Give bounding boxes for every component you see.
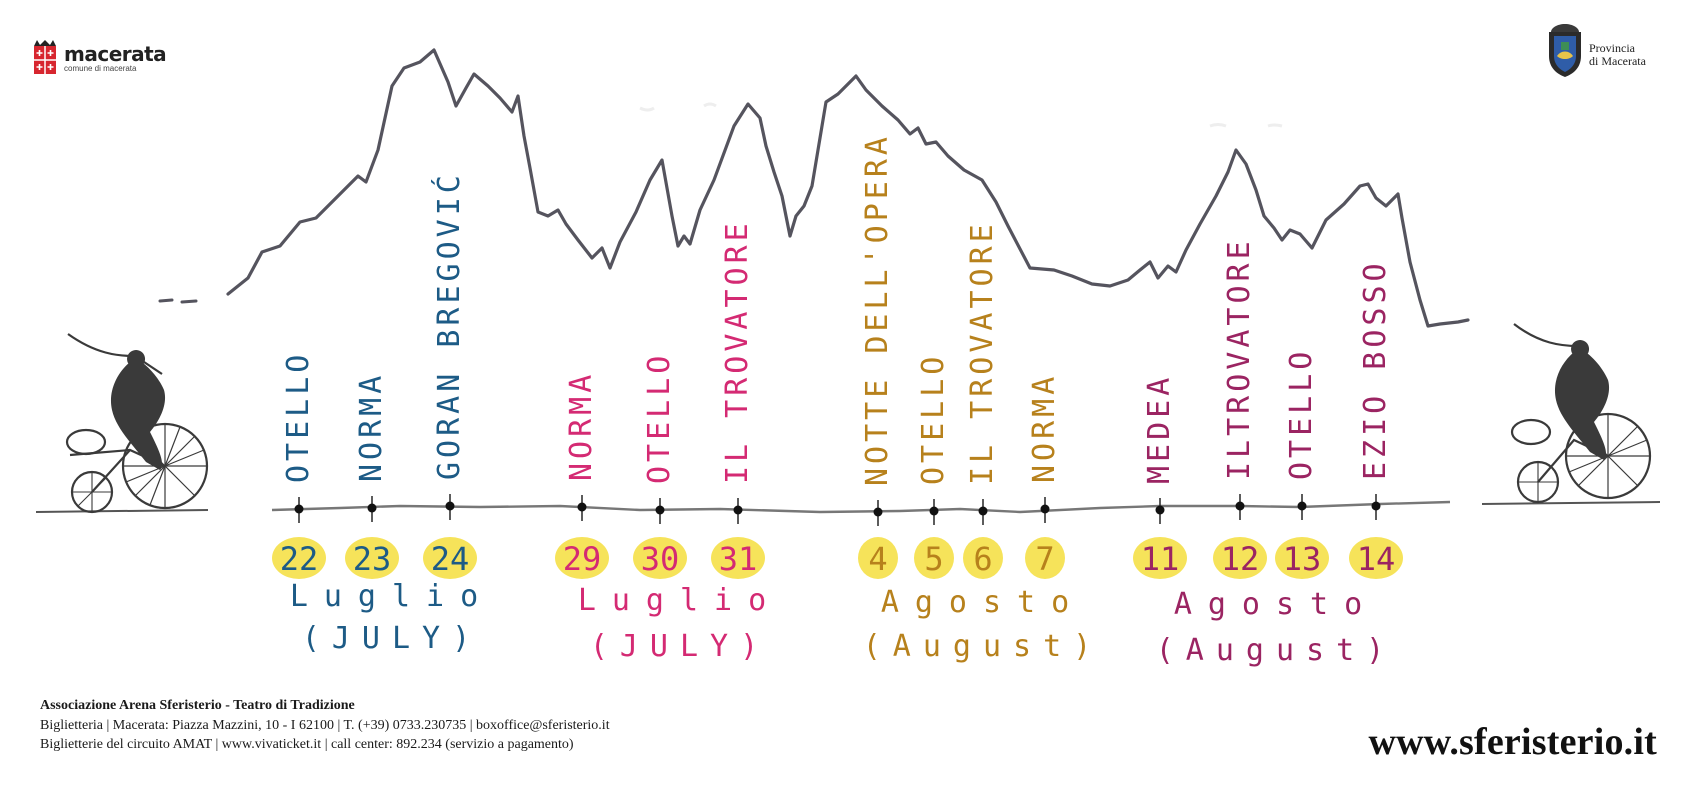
footer-box-office: Biglietteria | Macerata: Piazza Mazzini,…: [40, 718, 610, 733]
event-4: 4 NOTTE DELL'OPERA: [858, 133, 898, 579]
timeline-dot: [1297, 501, 1307, 511]
timeline-dot: [1235, 501, 1245, 511]
event-date: 31: [719, 540, 758, 578]
date-highlight: [963, 537, 1003, 579]
date-highlight: [858, 537, 898, 579]
date-highlight: [345, 537, 399, 579]
footer-amat-circuit: Biglietterie del circuito AMAT | www.viv…: [40, 737, 574, 752]
month-name: Agosto: [1174, 587, 1378, 622]
event-date: 29: [563, 540, 602, 578]
province-line-2: di Macerata: [1589, 54, 1646, 68]
provincia-logo: Provincia di Macerata: [1545, 22, 1646, 78]
city-crest-icon: [34, 40, 56, 74]
event-date: 6: [973, 540, 992, 578]
event-31: 31 IL TROVATORE: [711, 219, 765, 579]
timeline-dot: [445, 501, 455, 511]
macerata-logo: macerata comune di macerata: [32, 40, 167, 76]
timeline-dot: [367, 503, 377, 513]
logo-name: macerata: [64, 41, 167, 66]
event-title: OTELLO: [281, 351, 316, 483]
event-date: 14: [1357, 540, 1396, 578]
footer-organization: Associazione Arena Sferisterio - Teatro …: [40, 698, 355, 713]
timeline-dot: [1371, 501, 1381, 511]
date-highlight: [1025, 537, 1065, 579]
date-highlight: [555, 537, 609, 579]
event-13: 13 OTELLO: [1275, 348, 1329, 579]
event-22: 22 OTELLO: [272, 351, 326, 579]
date-highlight: [1275, 537, 1329, 579]
event-30: 30 OTELLO: [633, 352, 687, 579]
timeline-dot: [1040, 504, 1050, 514]
event-29: 29 NORMA: [555, 371, 609, 579]
timeline-dot: [655, 505, 665, 515]
event-title: EZIO BOSSO: [1358, 259, 1393, 480]
event-title: NOTTE DELL'OPERA: [860, 133, 895, 486]
event-14: 14 EZIO BOSSO: [1349, 259, 1403, 579]
event-title: MEDEA: [1142, 374, 1177, 484]
event-title: NORMA: [354, 372, 389, 482]
month-name: Luglio: [578, 583, 782, 618]
timeline-dot: [294, 504, 304, 514]
event-title: NORMA: [564, 371, 599, 481]
timeline-dot: [873, 507, 883, 517]
province-line-1: Provincia: [1589, 41, 1635, 55]
event-title: OTELLO: [642, 352, 677, 484]
date-highlight: [914, 537, 954, 579]
event-11: 11 MEDEA: [1133, 374, 1187, 579]
month-english: (JULY): [302, 621, 482, 656]
event-date: 24: [431, 540, 470, 578]
timeline-dot: [978, 506, 988, 516]
event-title: OTELLO: [1284, 348, 1319, 480]
timeline-dot: [733, 505, 743, 515]
date-highlight: [423, 537, 477, 579]
month-english: (August): [863, 629, 1104, 664]
event-6: 6 IL TROVATORE: [963, 220, 1003, 579]
event-title: ILTROVATORE: [1222, 237, 1257, 480]
event-5: 5 OTELLO: [914, 353, 954, 579]
event-title: IL TROVATORE: [720, 219, 755, 484]
date-highlight: [1133, 537, 1187, 579]
event-title: IL TROVATORE: [965, 220, 1000, 485]
event-date: 30: [641, 540, 680, 578]
event-12: 12 ILTROVATORE: [1213, 237, 1267, 579]
month-name: Luglio: [290, 579, 494, 614]
month-label: Agosto (August): [863, 585, 1104, 664]
event-date: 4: [868, 540, 887, 578]
event-date: 12: [1221, 540, 1260, 578]
month-label: Agosto (August): [1156, 587, 1397, 668]
website-url[interactable]: www.sferisterio.it: [1368, 721, 1657, 763]
event-date: 13: [1283, 540, 1322, 578]
date-highlight: [633, 537, 687, 579]
event-title: NORMA: [1027, 373, 1062, 483]
event-date: 5: [924, 540, 943, 578]
month-name: Agosto: [881, 585, 1085, 620]
month-label: Luglio (JULY): [578, 583, 782, 664]
logo-subtitle: comune di macerata: [64, 63, 137, 73]
month-english: (August): [1156, 633, 1397, 668]
event-title: GORAN BREGOVIĆ: [430, 171, 467, 480]
footer-info: Associazione Arena Sferisterio - Teatro …: [40, 698, 610, 756]
event-7: 7 NORMA: [1025, 373, 1065, 579]
event-23: 23 NORMA: [345, 372, 399, 579]
month-english: (JULY): [590, 629, 770, 664]
timeline-dot: [1155, 505, 1165, 515]
date-highlight: [1349, 537, 1403, 579]
event-date: 23: [353, 540, 392, 578]
date-highlight: [1213, 537, 1267, 579]
event-24: 24 GORAN BREGOVIĆ: [423, 171, 477, 579]
date-highlight: [711, 537, 765, 579]
province-crest-icon: [1549, 24, 1581, 77]
date-highlight: [272, 537, 326, 579]
mountain-skyline: [226, 48, 1470, 328]
month-label: Luglio (JULY): [290, 579, 494, 656]
event-date: 7: [1035, 540, 1054, 578]
penny-farthing-cyclist-left: [65, 333, 209, 514]
event-date: 22: [280, 540, 319, 578]
event-date: 11: [1141, 540, 1180, 578]
timeline-dot: [929, 506, 939, 516]
timeline-dot: [577, 502, 587, 512]
event-title: OTELLO: [916, 353, 951, 485]
